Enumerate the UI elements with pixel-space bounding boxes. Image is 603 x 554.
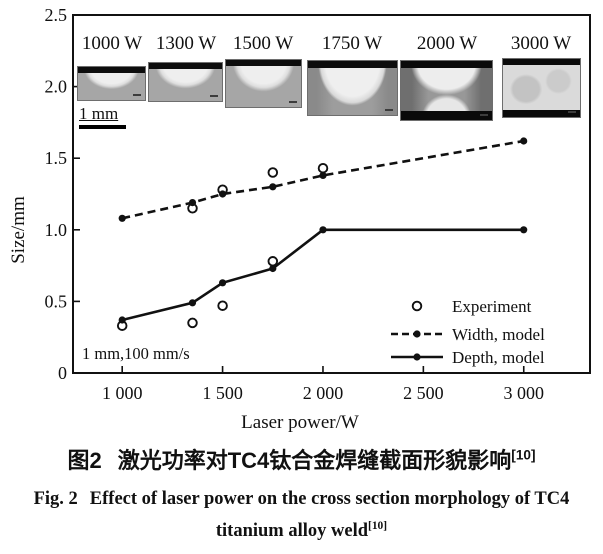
weld-inset-label: 3000 W [510,33,572,54]
weld-inset-image-1000w [77,66,146,101]
svg-text:Size/mm: Size/mm [8,196,29,264]
weld-inset-image-1300w [148,62,223,102]
caption-en-number: Fig. 2 [33,489,78,509]
weld-inset-label: 1500 W [232,33,294,54]
chart-plot: 1 000 1 500 2 000 2 500 3 000 0 0.5 1.0 1.5 2.0 2.… [8,5,591,433]
svg-text:Width, model: Width, model [452,325,545,344]
caption-chinese: 图2 激光功率对TC4钛合金焊缝截面形貌影响[10] [0,443,603,475]
weld-inset-label: 1300 W [155,33,217,54]
svg-text:1 000: 1 000 [102,383,143,403]
caption-english-line1: Fig. 2 Effect of laser power on the cross… [0,489,603,510]
weld-inset-image-1750w [307,60,398,116]
svg-text:Depth, model: Depth, model [452,348,545,367]
svg-text:Experiment: Experiment [452,297,532,316]
scale-bar-label: 1 mm [79,104,119,123]
weld-inset-label: 1750 W [321,33,383,54]
svg-text:1 500: 1 500 [202,383,243,403]
svg-text:Laser power/W: Laser power/W [241,412,359,433]
svg-text:0.5: 0.5 [45,291,68,311]
caption-zh-number: 图2 [67,448,102,473]
svg-text:2 500: 2 500 [403,383,444,403]
svg-text:3 000: 3 000 [503,383,544,403]
scale-bar [79,125,126,129]
svg-text:2.0: 2.0 [45,77,68,97]
caption-en-text: Effect of laser power on the cross secti… [89,489,570,509]
caption-zh-text: 激光功率对TC4钛合金焊缝截面形貌影响 [117,448,512,473]
weld-inset-label: 1000 W [81,33,143,54]
svg-text:1 mm,100 mm/s: 1 mm,100 mm/s [82,344,190,363]
svg-text:1.0: 1.0 [45,220,68,240]
svg-text:2.5: 2.5 [45,5,68,25]
caption-zh-citation: [10] [511,447,536,463]
svg-text:2 000: 2 000 [303,383,344,403]
caption-en-text2: titanium alloy weld [215,521,368,542]
weld-inset-label: 2000 W [416,33,478,54]
weld-inset-image-2000w [400,60,493,121]
weld-inset-image-3000w [502,58,581,118]
weld-inset-image-1500w [225,59,302,108]
caption-english-line2: titanium alloy weld[10] [0,520,603,542]
svg-text:0: 0 [58,363,67,383]
caption-en-citation: [10] [368,520,388,532]
svg-text:1.5: 1.5 [45,148,68,168]
